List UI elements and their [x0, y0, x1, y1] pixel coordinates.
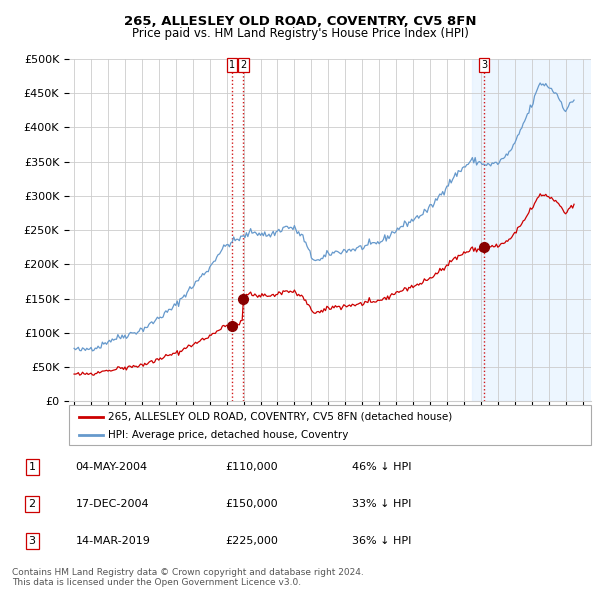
Text: 46% ↓ HPI: 46% ↓ HPI: [352, 462, 412, 472]
Text: £225,000: £225,000: [225, 536, 278, 546]
Text: 17-DEC-2004: 17-DEC-2004: [76, 499, 149, 509]
Text: 04-MAY-2004: 04-MAY-2004: [76, 462, 148, 472]
Text: HPI: Average price, detached house, Coventry: HPI: Average price, detached house, Cove…: [108, 431, 349, 440]
Text: £110,000: £110,000: [225, 462, 278, 472]
Text: 2: 2: [241, 60, 247, 70]
Text: 36% ↓ HPI: 36% ↓ HPI: [352, 536, 411, 546]
Text: £150,000: £150,000: [225, 499, 278, 509]
Text: 3: 3: [29, 536, 35, 546]
Bar: [472, 59, 600, 401]
Text: 3: 3: [481, 60, 487, 70]
Text: 33% ↓ HPI: 33% ↓ HPI: [352, 499, 411, 509]
Text: 1: 1: [229, 60, 235, 70]
Text: Contains HM Land Registry data © Crown copyright and database right 2024.
This d: Contains HM Land Registry data © Crown c…: [12, 568, 364, 587]
Text: Price paid vs. HM Land Registry's House Price Index (HPI): Price paid vs. HM Land Registry's House …: [131, 27, 469, 40]
Text: 14-MAR-2019: 14-MAR-2019: [76, 536, 150, 546]
Text: 1: 1: [29, 462, 35, 472]
Text: 265, ALLESLEY OLD ROAD, COVENTRY, CV5 8FN (detached house): 265, ALLESLEY OLD ROAD, COVENTRY, CV5 8F…: [108, 412, 452, 422]
Text: 2: 2: [29, 499, 36, 509]
Text: 265, ALLESLEY OLD ROAD, COVENTRY, CV5 8FN: 265, ALLESLEY OLD ROAD, COVENTRY, CV5 8F…: [124, 15, 476, 28]
FancyBboxPatch shape: [69, 405, 591, 445]
